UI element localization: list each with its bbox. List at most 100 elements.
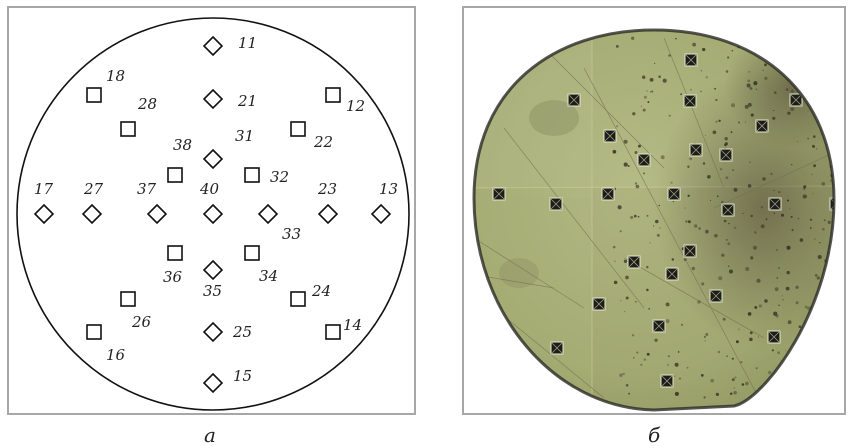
indent-point-15-label: 15 xyxy=(233,367,252,385)
surface-speckle xyxy=(820,295,825,300)
indent-point-31-diamond-marker xyxy=(202,148,224,170)
indentation-imprint-diagonals xyxy=(567,93,581,107)
surface-speckle xyxy=(775,389,777,392)
indent-point-34-label: 34 xyxy=(259,267,278,285)
surface-speckle xyxy=(767,370,772,375)
surface-speckle xyxy=(753,245,757,250)
surface-speckle xyxy=(675,37,677,40)
surface-speckle xyxy=(625,383,629,387)
surface-speckle xyxy=(774,42,778,45)
surface-speckle xyxy=(689,157,693,161)
surface-speckle xyxy=(785,350,787,352)
surface-speckle xyxy=(794,346,797,349)
surface-speckle xyxy=(672,200,675,203)
surface-speckle xyxy=(719,168,723,171)
indentation-imprint-diagonals xyxy=(549,197,563,211)
surface-speckle xyxy=(831,327,834,331)
surface-speckle xyxy=(838,261,840,263)
surface-speckle xyxy=(674,391,679,396)
surface-speckle xyxy=(814,238,816,240)
surface-speckle xyxy=(637,215,640,218)
surface-speckle xyxy=(787,111,791,115)
surface-speckle xyxy=(718,119,721,122)
surface-speckle xyxy=(716,195,719,198)
surface-speckle xyxy=(680,323,684,327)
surface-scratch xyxy=(543,47,665,169)
surface-speckle xyxy=(827,220,831,225)
surface-speckle xyxy=(615,45,619,48)
surface-speckle xyxy=(775,249,778,251)
surface-speckle xyxy=(705,333,709,336)
indentation-scheme-diagram: 11 12 13 14 15 16 17 18 21 22 23 24 25 26 27 28 31 32 33 34… xyxy=(16,17,410,411)
surface-speckle xyxy=(802,194,807,199)
surface-speckle xyxy=(718,276,723,281)
indent-point-27-diamond-marker xyxy=(81,203,103,225)
surface-speckle xyxy=(653,225,655,227)
surface-speckle xyxy=(819,289,823,293)
surface-speckle xyxy=(774,287,779,292)
surface-speckle xyxy=(630,215,634,220)
indentation-imprint-diagonals xyxy=(684,53,698,67)
indentation-imprint-diagonals xyxy=(660,374,674,388)
indentation-imprint-diagonals xyxy=(492,187,506,201)
surface-speckle xyxy=(840,292,842,294)
sample-micrograph xyxy=(472,28,842,412)
surface-speckle xyxy=(612,149,617,154)
indentation-imprint-diagonals xyxy=(550,341,564,355)
indent-point-21-diamond-marker xyxy=(202,88,224,110)
surface-speckle xyxy=(824,350,828,354)
surface-speckle xyxy=(750,256,754,260)
indent-point-28-label: 28 xyxy=(137,95,157,113)
surface-speckle xyxy=(731,378,735,382)
surface-speckle xyxy=(785,390,790,395)
surface-speckle xyxy=(690,88,692,91)
surface-speckle xyxy=(677,351,680,353)
surface-speckle xyxy=(640,105,642,107)
surface-speckle xyxy=(764,63,767,67)
surface-speckle xyxy=(786,245,791,250)
surface-speckle xyxy=(758,304,763,308)
surface-speckle xyxy=(724,143,727,147)
surface-speckle xyxy=(668,114,671,117)
surface-speckle xyxy=(740,360,743,364)
surface-speckle xyxy=(815,67,818,69)
surface-speckle xyxy=(772,109,775,112)
surface-speckle xyxy=(812,144,815,148)
surface-speckle xyxy=(781,388,785,392)
indent-point-11-diamond-marker xyxy=(202,35,224,57)
surface-speckle xyxy=(778,304,780,307)
surface-speckle xyxy=(649,77,654,82)
surface-speckle xyxy=(702,47,706,52)
surface-speckle xyxy=(770,172,773,175)
indentation-imprint-diagonals xyxy=(637,153,651,167)
micrograph-panel xyxy=(462,6,846,415)
surface-speckle xyxy=(832,391,834,396)
surface-speckle xyxy=(721,253,725,257)
surface-speckle xyxy=(793,393,797,397)
surface-scratch xyxy=(474,237,585,309)
surface-speckle xyxy=(791,163,793,166)
surface-speckle xyxy=(754,305,758,309)
surface-speckle xyxy=(721,200,724,204)
surface-speckle xyxy=(762,177,766,181)
surface-speckle xyxy=(788,45,792,49)
surface-speckle xyxy=(792,59,795,62)
surface-speckle xyxy=(705,229,709,234)
surface-speckle xyxy=(741,383,745,386)
surface-speckle xyxy=(790,215,793,219)
indent-point-32-label: 32 xyxy=(270,168,289,186)
indent-point-33-label: 33 xyxy=(282,225,301,243)
surface-speckle xyxy=(684,207,686,209)
surface-speckle xyxy=(728,265,730,267)
surface-speckle xyxy=(725,70,729,73)
indent-point-17-label: 17 xyxy=(34,180,54,198)
surface-speckle xyxy=(623,139,628,144)
surface-speckle xyxy=(745,381,749,386)
surface-speckle xyxy=(635,184,640,189)
surface-speckle xyxy=(742,212,744,214)
surface-speckle xyxy=(823,381,828,385)
surface-speckle xyxy=(623,162,628,167)
surface-speckle xyxy=(712,130,717,135)
indent-point-13-diamond-marker xyxy=(370,203,392,225)
surface-speckle xyxy=(714,87,716,90)
